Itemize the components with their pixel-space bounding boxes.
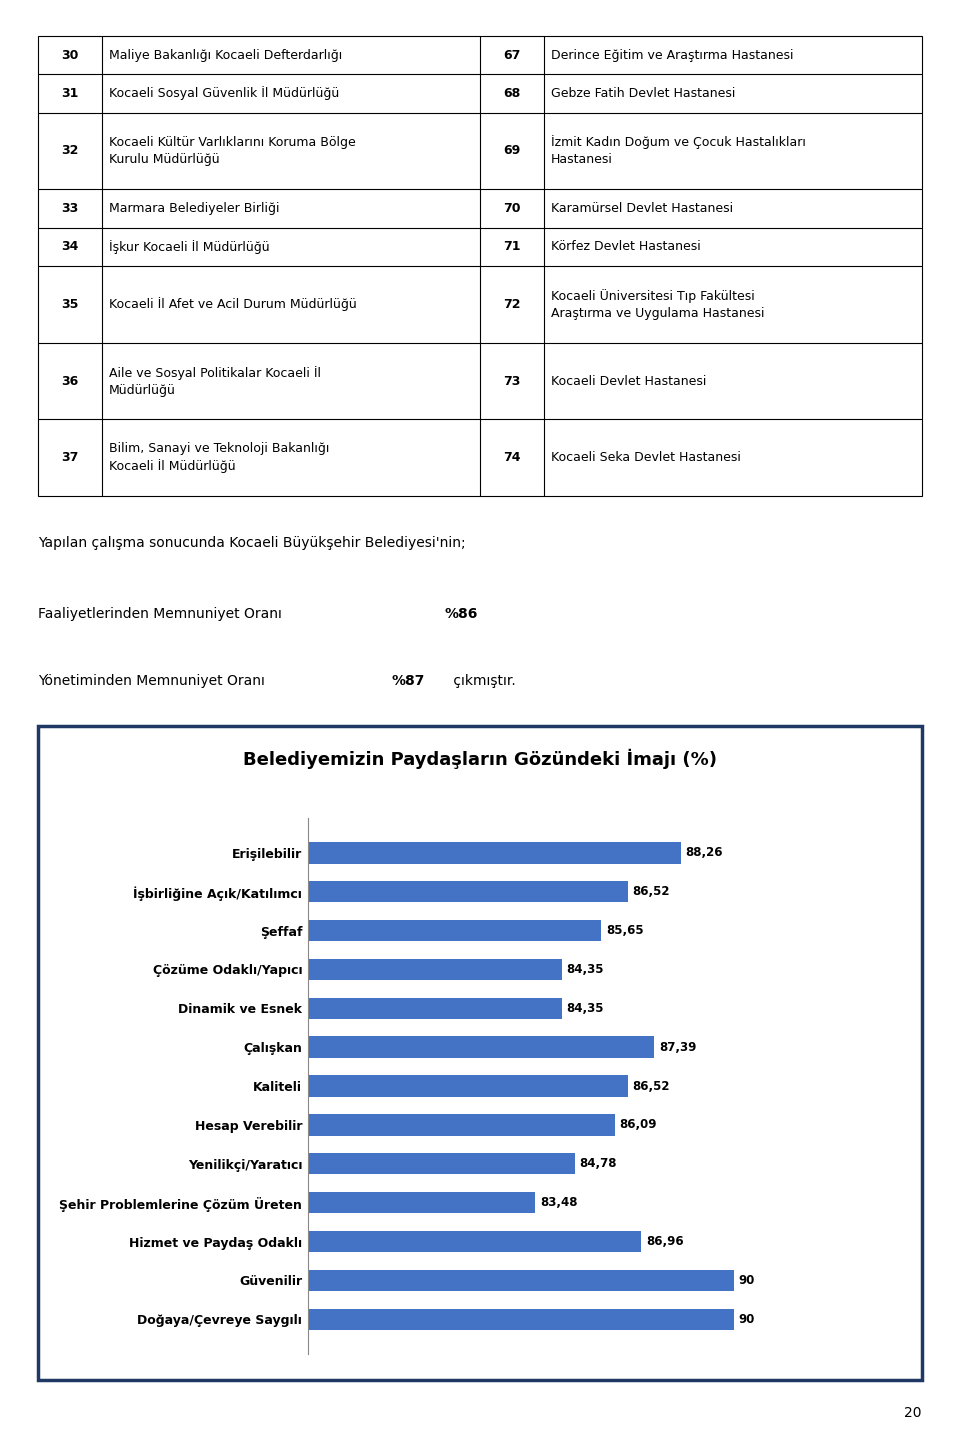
Bar <box>0 843 681 864</box>
Text: Derince Eğitim ve Araştırma Hastanesi: Derince Eğitim ve Araştırma Hastanesi <box>551 49 793 62</box>
Bar <box>0 1153 575 1175</box>
Text: Gebze Fatih Devlet Hastanesi: Gebze Fatih Devlet Hastanesi <box>551 86 735 101</box>
Text: Kocaeli İl Afet ve Acil Durum Müdürlüğü: Kocaeli İl Afet ve Acil Durum Müdürlüğü <box>109 298 357 312</box>
Text: 68: 68 <box>503 86 520 101</box>
Text: 67: 67 <box>503 49 520 62</box>
Text: Bilim, Sanayi ve Teknoloji Bakanlığı
Kocaeli İl Müdürlüğü: Bilim, Sanayi ve Teknoloji Bakanlığı Koc… <box>109 441 329 473</box>
Text: Aile ve Sosyal Politikalar Kocaeli İl
Müdürlüğü: Aile ve Sosyal Politikalar Kocaeli İl Mü… <box>109 365 321 397</box>
Text: Belediyemizin Paydaşların Gözündeki İmajı (%): Belediyemizin Paydaşların Gözündeki İmaj… <box>243 749 717 769</box>
Text: 74: 74 <box>503 452 520 464</box>
Text: Kocaeli Sosyal Güvenlik İl Müdürlüğü: Kocaeli Sosyal Güvenlik İl Müdürlüğü <box>109 86 339 101</box>
Text: Kocaeli Seka Devlet Hastanesi: Kocaeli Seka Devlet Hastanesi <box>551 452 740 464</box>
Text: 73: 73 <box>503 374 520 388</box>
Text: 32: 32 <box>61 144 79 158</box>
Text: 72: 72 <box>503 298 520 311</box>
Text: Karamürsel Devlet Hastanesi: Karamürsel Devlet Hastanesi <box>551 201 732 216</box>
Text: 86,52: 86,52 <box>633 886 670 899</box>
Text: 85,65: 85,65 <box>606 925 643 938</box>
Text: Marmara Belediyeler Birliği: Marmara Belediyeler Birliği <box>109 201 279 216</box>
Text: 36: 36 <box>61 374 79 388</box>
Text: 20: 20 <box>904 1406 922 1419</box>
Bar <box>0 881 628 903</box>
Text: 86,96: 86,96 <box>646 1235 684 1248</box>
Bar <box>0 1192 536 1214</box>
Bar <box>0 959 562 981</box>
Text: 88,26: 88,26 <box>685 847 723 860</box>
Text: İşkur Kocaeli İl Müdürlüğü: İşkur Kocaeli İl Müdürlüğü <box>109 240 270 255</box>
Text: 90: 90 <box>738 1313 755 1326</box>
Bar <box>0 1270 733 1291</box>
Text: İzmit Kadın Doğum ve Çocuk Hastalıkları
Hastanesi: İzmit Kadın Doğum ve Çocuk Hastalıkları … <box>551 135 805 167</box>
Text: 37: 37 <box>61 452 79 464</box>
Text: 30: 30 <box>61 49 79 62</box>
Text: 84,35: 84,35 <box>566 963 604 976</box>
Text: Elde edilen diğer veriler aşağıdaki grafiklerde sunulmuştur.: Elde edilen diğer veriler aşağıdaki graf… <box>38 741 449 755</box>
Text: 87,39: 87,39 <box>659 1041 696 1054</box>
Text: 84,78: 84,78 <box>580 1158 617 1171</box>
Text: 86,09: 86,09 <box>619 1119 657 1132</box>
Text: 31: 31 <box>61 86 79 101</box>
Bar <box>0 1309 733 1330</box>
Bar <box>0 1037 655 1058</box>
Text: Kocaeli Üniversitesi Tıp Fakültesi
Araştırma ve Uygulama Hastanesi: Kocaeli Üniversitesi Tıp Fakültesi Araşt… <box>551 289 764 319</box>
Text: 69: 69 <box>503 144 520 158</box>
Text: 33: 33 <box>61 201 79 216</box>
Text: Kocaeli Kültür Varlıklarını Koruma Bölge
Kurulu Müdürlüğü: Kocaeli Kültür Varlıklarını Koruma Bölge… <box>109 137 356 165</box>
Text: Kocaeli Devlet Hastanesi: Kocaeli Devlet Hastanesi <box>551 374 706 388</box>
Text: Yönetiminden Memnuniyet Oranı: Yönetiminden Memnuniyet Oranı <box>38 674 265 689</box>
Text: 71: 71 <box>503 240 520 253</box>
FancyBboxPatch shape <box>38 726 922 1380</box>
Text: 34: 34 <box>61 240 79 253</box>
Bar <box>0 1231 641 1252</box>
Bar <box>0 1076 628 1097</box>
Text: Faaliyetlerinden Memnuniyet Oranı: Faaliyetlerinden Memnuniyet Oranı <box>38 607 282 621</box>
Text: Yapılan çalışma sonucunda Kocaeli Büyükşehir Belediyesi'nin;: Yapılan çalışma sonucunda Kocaeli Büyükş… <box>38 536 466 549</box>
Text: 90: 90 <box>738 1274 755 1287</box>
Text: 83,48: 83,48 <box>540 1196 577 1209</box>
Bar <box>0 1114 614 1136</box>
Bar <box>0 920 601 942</box>
Text: 35: 35 <box>61 298 79 311</box>
Text: çıkmıştır.: çıkmıştır. <box>449 674 516 689</box>
Bar <box>0 998 562 1020</box>
Text: Körfez Devlet Hastanesi: Körfez Devlet Hastanesi <box>551 240 701 253</box>
Text: %86: %86 <box>444 607 478 621</box>
Text: %87: %87 <box>392 674 425 689</box>
Text: 86,52: 86,52 <box>633 1080 670 1093</box>
Text: 84,35: 84,35 <box>566 1002 604 1015</box>
Text: 70: 70 <box>503 201 520 216</box>
Text: Maliye Bakanlığı Kocaeli Defterdarlığı: Maliye Bakanlığı Kocaeli Defterdarlığı <box>109 49 343 62</box>
